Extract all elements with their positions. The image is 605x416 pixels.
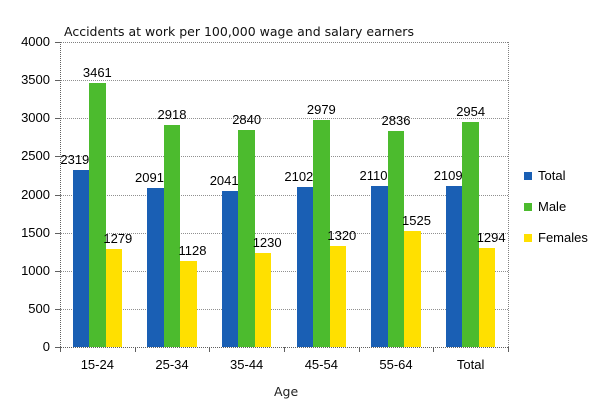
x-tick bbox=[284, 347, 285, 352]
legend-swatch-male bbox=[524, 202, 532, 211]
bar-females bbox=[329, 246, 347, 347]
legend-label-females: Females bbox=[538, 230, 588, 245]
bar-total bbox=[72, 170, 90, 347]
bar-females bbox=[180, 260, 197, 347]
data-label: 1279 bbox=[103, 231, 133, 247]
y-tick-label: 3500 bbox=[21, 72, 50, 88]
y-axis bbox=[60, 42, 61, 347]
bar-females bbox=[478, 248, 496, 347]
bar-total bbox=[371, 186, 388, 347]
y-tick-label: 500 bbox=[28, 300, 50, 316]
bar-male bbox=[163, 124, 181, 347]
x-tick-label: 25-34 bbox=[155, 357, 189, 372]
bar-total bbox=[147, 187, 164, 347]
data-label: 2109 bbox=[433, 168, 463, 184]
x-tick bbox=[433, 347, 435, 352]
legend-item-females: Females bbox=[524, 222, 588, 253]
legend-item-total: Total bbox=[524, 160, 588, 191]
gridline bbox=[60, 232, 508, 234]
data-label: 1320 bbox=[327, 228, 357, 244]
x-axis bbox=[56, 347, 508, 348]
y-tick bbox=[55, 347, 60, 348]
y-tick bbox=[55, 156, 60, 158]
legend-label-total: Total bbox=[538, 168, 566, 183]
data-label: 2110 bbox=[359, 168, 388, 184]
data-label: 2840 bbox=[232, 112, 262, 128]
bar-male bbox=[313, 119, 330, 347]
bar-females bbox=[105, 249, 123, 347]
plot-border-right bbox=[508, 42, 509, 347]
data-label: 1230 bbox=[252, 235, 282, 251]
data-label: 1128 bbox=[178, 242, 207, 258]
data-label: 3461 bbox=[82, 65, 112, 81]
gridline bbox=[60, 308, 508, 310]
data-label: 2319 bbox=[60, 152, 90, 168]
bar-male bbox=[387, 130, 405, 347]
data-label: 2041 bbox=[209, 173, 239, 189]
y-tick-label: 1000 bbox=[21, 262, 50, 278]
x-tick bbox=[508, 347, 509, 352]
y-tick bbox=[55, 232, 60, 234]
bar-total bbox=[445, 186, 463, 347]
y-tick bbox=[55, 308, 60, 310]
gridline bbox=[60, 270, 508, 272]
x-axis-title: Age bbox=[274, 384, 299, 399]
y-tick-label: 3000 bbox=[21, 110, 50, 126]
bar-females bbox=[404, 230, 421, 347]
legend: Total Male Females bbox=[524, 160, 588, 253]
gridline bbox=[60, 118, 508, 120]
x-tick-label: 35-44 bbox=[230, 357, 264, 372]
y-tick-label: 4000 bbox=[21, 34, 50, 49]
y-tick-label: 1500 bbox=[21, 224, 50, 240]
data-label: 1525 bbox=[402, 212, 431, 228]
legend-label-male: Male bbox=[538, 199, 567, 214]
data-label: 2836 bbox=[381, 112, 411, 128]
x-tick-label: 45-54 bbox=[304, 357, 338, 372]
data-label: 2979 bbox=[306, 101, 336, 117]
y-tick-label: 2500 bbox=[21, 148, 50, 164]
x-tick bbox=[358, 347, 360, 352]
legend-item-male: Male bbox=[524, 191, 588, 222]
data-label: 2954 bbox=[456, 103, 486, 119]
bar-total bbox=[296, 186, 314, 347]
legend-swatch-total bbox=[524, 171, 532, 180]
y-tick-label: 0 bbox=[42, 339, 50, 354]
bar-females bbox=[254, 253, 272, 347]
gridline bbox=[60, 194, 508, 196]
data-label: 2918 bbox=[157, 106, 187, 122]
y-tick bbox=[55, 270, 60, 272]
y-tick bbox=[55, 118, 60, 120]
x-tick bbox=[60, 347, 61, 352]
y-tick bbox=[55, 80, 60, 82]
gridline bbox=[60, 80, 508, 82]
x-tick bbox=[134, 347, 136, 352]
legend-swatch-females bbox=[524, 233, 532, 242]
x-tick-label: 55-64 bbox=[379, 357, 413, 372]
data-label: 2102 bbox=[284, 168, 314, 184]
y-tick-label: 2000 bbox=[21, 186, 50, 202]
plot-border-top bbox=[60, 42, 508, 43]
data-label: 2091 bbox=[135, 169, 164, 185]
chart-title: Accidents at work per 100,000 wage and s… bbox=[64, 24, 414, 39]
gridline bbox=[60, 156, 508, 158]
bar-male bbox=[238, 130, 255, 347]
data-label: 1294 bbox=[476, 230, 506, 246]
y-tick bbox=[55, 194, 60, 196]
bar-male bbox=[89, 83, 106, 347]
x-tick bbox=[209, 347, 211, 352]
x-tick-label: Total bbox=[456, 357, 485, 372]
bar-male bbox=[462, 121, 479, 347]
y-tick bbox=[55, 42, 60, 43]
bar-total bbox=[221, 191, 239, 347]
x-tick-label: 15-24 bbox=[80, 357, 114, 372]
